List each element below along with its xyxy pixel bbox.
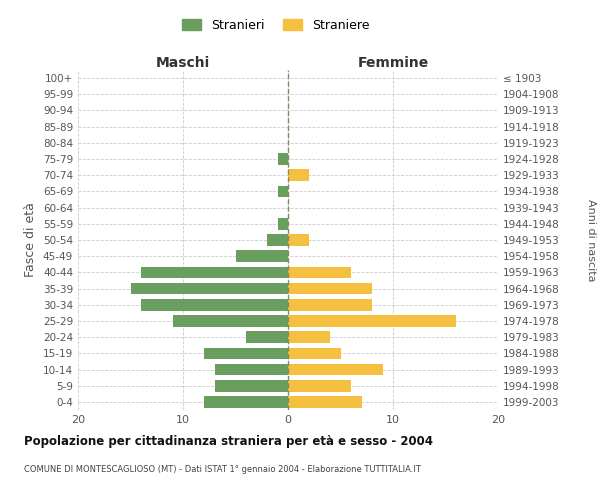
Bar xyxy=(277,153,288,165)
Bar xyxy=(141,299,288,310)
Bar xyxy=(277,218,288,230)
Bar xyxy=(215,364,288,376)
Legend: Stranieri, Straniere: Stranieri, Straniere xyxy=(178,14,374,37)
Text: Anni di nascita: Anni di nascita xyxy=(586,198,596,281)
Bar xyxy=(288,299,372,310)
Bar xyxy=(288,282,372,294)
Bar xyxy=(288,170,309,181)
Text: Maschi: Maschi xyxy=(156,56,210,70)
Text: Femmine: Femmine xyxy=(358,56,428,70)
Bar xyxy=(288,396,361,407)
Y-axis label: Fasce di età: Fasce di età xyxy=(25,202,37,278)
Bar xyxy=(288,348,341,359)
Bar xyxy=(277,186,288,198)
Bar xyxy=(173,315,288,327)
Bar xyxy=(204,348,288,359)
Bar xyxy=(288,364,383,376)
Text: COMUNE DI MONTESCAGLIOSO (MT) - Dati ISTAT 1° gennaio 2004 - Elaborazione TUTTIT: COMUNE DI MONTESCAGLIOSO (MT) - Dati IST… xyxy=(24,465,421,474)
Bar xyxy=(130,282,288,294)
Bar xyxy=(288,332,330,343)
Bar xyxy=(246,332,288,343)
Text: Popolazione per cittadinanza straniera per età e sesso - 2004: Popolazione per cittadinanza straniera p… xyxy=(24,435,433,448)
Bar xyxy=(215,380,288,392)
Bar xyxy=(141,266,288,278)
Bar xyxy=(288,266,351,278)
Bar xyxy=(288,380,351,392)
Bar xyxy=(288,315,456,327)
Bar xyxy=(267,234,288,246)
Bar xyxy=(235,250,288,262)
Bar xyxy=(288,234,309,246)
Bar xyxy=(204,396,288,407)
